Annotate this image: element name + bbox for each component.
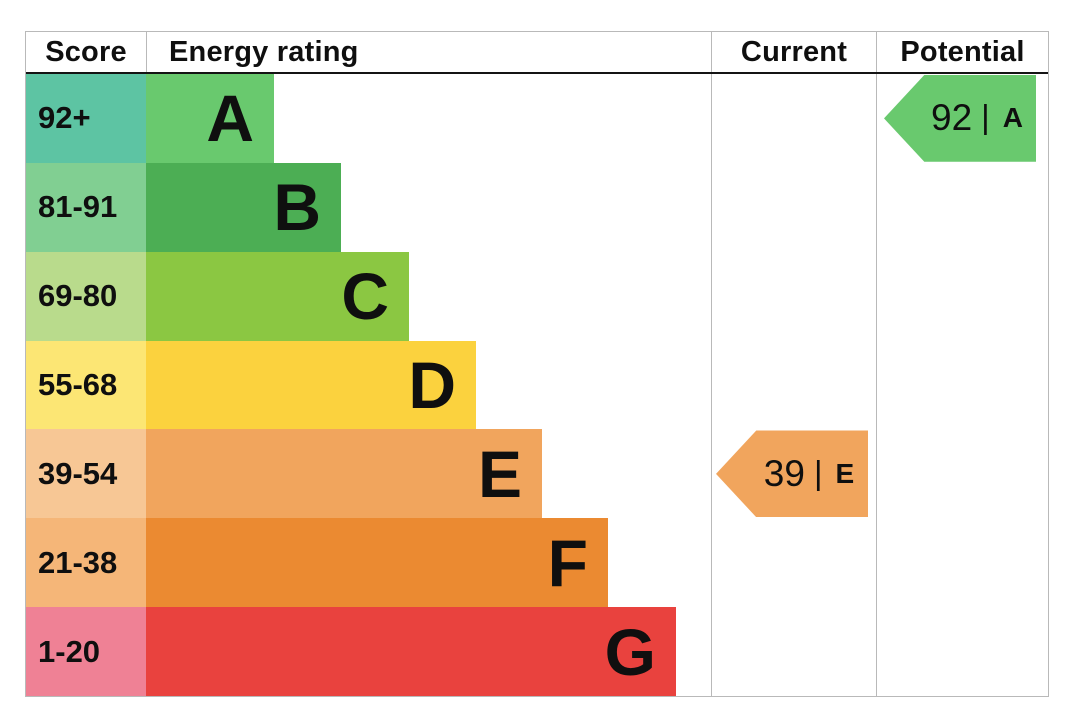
band-a-potential-cell <box>876 74 1048 163</box>
band-e-current-cell <box>711 429 876 519</box>
band-g-score-cell: 1-20 <box>26 607 146 697</box>
band-g-bar-cell: G <box>146 607 711 697</box>
epc-rating-table: Score Energy rating Current Potential 92… <box>25 31 1049 698</box>
potential-score-value: 92 <box>931 97 973 139</box>
band-g-potential-cell <box>876 607 1048 697</box>
band-a-current-cell <box>711 74 876 163</box>
band-f-score-cell: 21-38 <box>26 518 146 608</box>
band-d-bar: D <box>146 340 476 430</box>
band-e-bar-cell: E <box>146 429 711 519</box>
band-row-f: 21-38 F <box>26 518 1048 608</box>
band-d-potential-cell <box>876 340 1048 430</box>
current-score-value: 39 <box>763 452 805 494</box>
band-f-bar: F <box>146 518 608 608</box>
band-b-score-cell: 81-91 <box>26 162 146 252</box>
rating-separator: | <box>981 98 990 136</box>
band-e-potential-cell <box>876 429 1048 519</box>
band-c-bar: C <box>146 251 409 341</box>
band-c-potential-cell <box>876 251 1048 341</box>
rating-separator: | <box>813 453 823 491</box>
band-e-bar: E <box>146 429 542 519</box>
band-c-score-cell: 69-80 <box>26 251 146 341</box>
header-current: Current <box>711 32 876 72</box>
band-d-bar-cell: D <box>146 340 711 430</box>
band-row-g: 1-20 G <box>26 607 1048 697</box>
band-a-score-cell: 92+ <box>26 74 146 163</box>
band-row-e: 39-54 E <box>26 429 1048 519</box>
band-c-current-cell <box>711 251 876 341</box>
band-a-bar-cell: A <box>146 74 711 163</box>
band-d-score-cell: 55-68 <box>26 340 146 430</box>
band-f-bar-cell: F <box>146 518 711 608</box>
band-f-current-cell <box>711 518 876 608</box>
header-energy-rating: Energy rating <box>146 32 711 72</box>
table-header-row: Score Energy rating Current Potential <box>26 32 1048 74</box>
band-e-score-cell: 39-54 <box>26 429 146 519</box>
current-band-letter: E <box>835 457 855 489</box>
band-row-a: 92+ A <box>26 74 1048 163</box>
band-g-current-cell <box>711 607 876 697</box>
band-b-bar-cell: B <box>146 162 711 252</box>
potential-band-letter: A <box>1002 102 1023 134</box>
band-row-c: 69-80 C <box>26 251 1048 341</box>
band-a-bar: A <box>146 74 274 163</box>
band-f-potential-cell <box>876 518 1048 608</box>
band-row-b: 81-91 B <box>26 162 1048 252</box>
band-g-bar: G <box>146 607 676 697</box>
band-b-bar: B <box>146 162 341 252</box>
band-c-bar-cell: C <box>146 251 711 341</box>
band-d-current-cell <box>711 340 876 430</box>
header-score: Score <box>45 35 127 68</box>
band-b-current-cell <box>711 162 876 252</box>
band-b-potential-cell <box>876 162 1048 252</box>
band-row-d: 55-68 D <box>26 340 1048 430</box>
header-potential: Potential <box>876 32 1048 72</box>
